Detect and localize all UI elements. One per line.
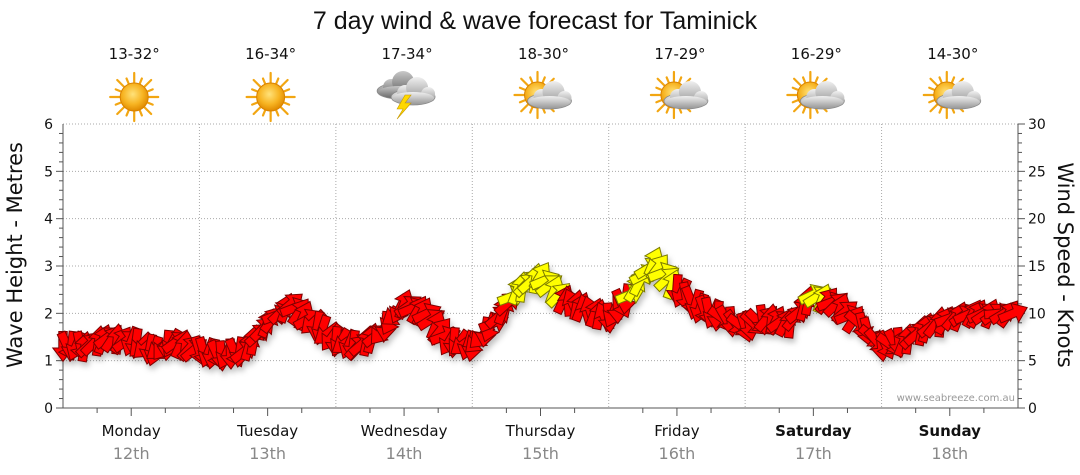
right-tick-label: 20 (1028, 212, 1046, 228)
storm-icon (376, 71, 436, 120)
day-labels: Monday 12th Tuesday 13th Wednesday 14th Thursd… (96, 408, 985, 463)
left-axis-title: Wave Height - Metres (3, 142, 27, 368)
wind-arrow (997, 302, 1028, 324)
sunny-icon (245, 71, 296, 123)
day-date-label: 14th (386, 444, 423, 463)
right-y-axis: 0 5 10 15 20 25 30 (1017, 117, 1046, 417)
partly-cloudy-icon (513, 70, 572, 120)
chart-title: 7 day wind & wave forecast for Taminick (313, 7, 758, 35)
temperature-range: 16-34° (245, 45, 296, 63)
left-tick-label: 0 (44, 401, 53, 417)
temperature-range: 18-30° (518, 45, 569, 63)
day-name-label: Friday (654, 422, 700, 440)
left-y-axis: 0 1 2 3 4 5 6 (44, 117, 64, 417)
temperature-range: 17-29° (654, 45, 705, 63)
wind-arrow-series (51, 246, 1028, 372)
day-name-label: Sunday (919, 422, 982, 440)
day-name-label: Monday (102, 422, 161, 440)
weather-row: 13-32° 16-34° 17-34° 18-30° 17-29° 16-29° 14-3… (109, 45, 982, 123)
temperature-range: 13-32° (109, 45, 160, 63)
day-name-label: Wednesday (361, 422, 448, 440)
day-name-label: Tuesday (236, 422, 298, 440)
day-name-label: Thursday (505, 422, 576, 440)
left-tick-label: 1 (44, 354, 53, 370)
right-axis-title: Wind Speed - Knots (1053, 162, 1077, 367)
day-date-label: 18th (931, 444, 968, 463)
partly-cloudy-icon (922, 70, 982, 120)
day-date-label: 16th (659, 444, 696, 463)
left-tick-label: 6 (44, 117, 53, 133)
temperature-range: 16-29° (791, 45, 842, 63)
right-tick-label: 5 (1028, 354, 1037, 370)
left-tick-label: 2 (44, 306, 53, 322)
day-date-label: 12th (113, 444, 150, 463)
temperature-range: 17-34° (382, 45, 433, 63)
right-tick-label: 0 (1028, 401, 1037, 417)
left-tick-label: 3 (44, 259, 53, 275)
day-name-label: Saturday (775, 422, 852, 440)
partly-cloudy-icon (649, 70, 709, 120)
left-tick-label: 4 (44, 212, 53, 228)
right-tick-label: 30 (1028, 117, 1046, 133)
partly-cloudy-icon (786, 70, 845, 120)
day-date-label: 13th (249, 444, 286, 463)
right-tick-label: 15 (1028, 259, 1046, 275)
sunny-icon (109, 71, 160, 123)
day-date-label: 15th (522, 444, 559, 463)
right-tick-label: 25 (1028, 164, 1046, 180)
right-tick-label: 10 (1028, 306, 1046, 322)
credit-text: www.seabreeze.com.au (897, 393, 1015, 404)
day-date-label: 17th (795, 444, 832, 463)
left-tick-label: 5 (44, 164, 53, 180)
temperature-range: 14-30° (927, 45, 978, 63)
